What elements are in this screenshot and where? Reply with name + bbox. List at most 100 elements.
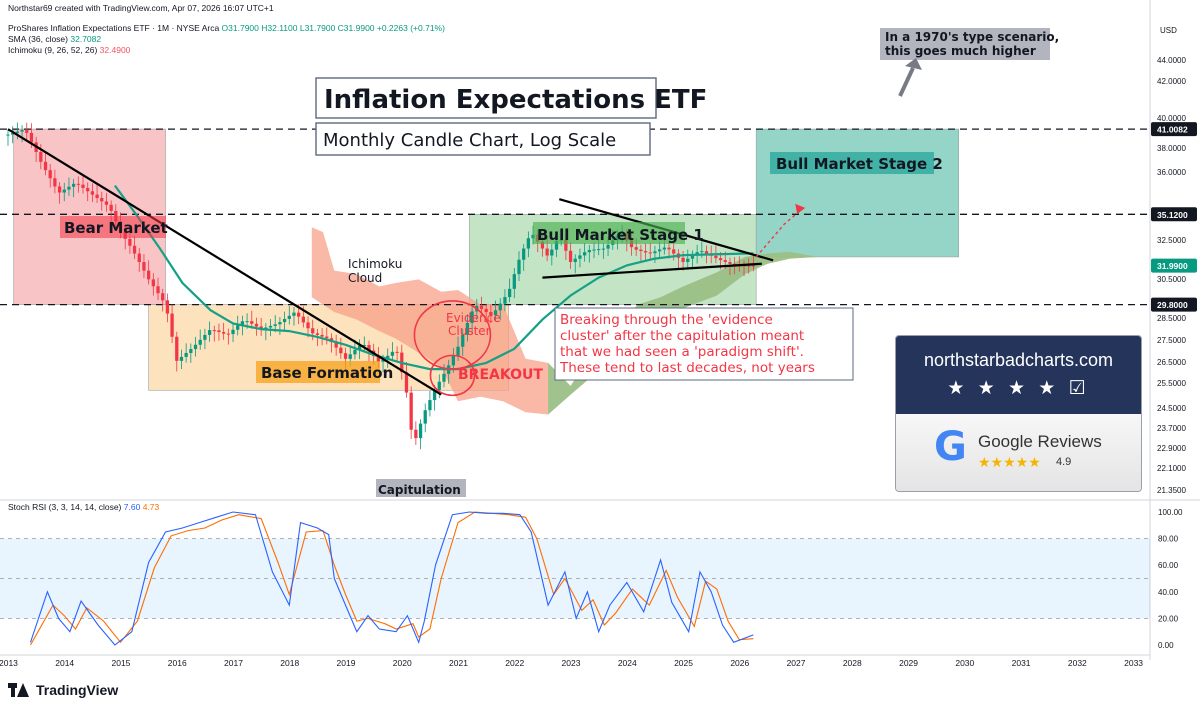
candle-body	[161, 293, 165, 301]
candle-body	[254, 323, 259, 327]
candle-body	[179, 356, 184, 361]
candle-body	[639, 249, 643, 252]
annotation-5: Cluster	[448, 324, 491, 338]
candle-body	[742, 265, 746, 267]
scenario-arrowhead	[905, 58, 922, 70]
candle-body	[217, 330, 221, 333]
candle-body	[203, 334, 207, 340]
capitulation-label-bg	[376, 479, 466, 497]
candle-body	[334, 342, 338, 348]
bull2-label-bg	[770, 152, 934, 174]
trendline-0	[7, 128, 442, 396]
evidence-circle-0	[413, 300, 492, 370]
rsi-legend[interactable]: Stoch RSI (3, 3, 14, 14, close) 7.60 4.7…	[8, 502, 159, 513]
rsi-tick: 20.00	[1158, 614, 1179, 623]
year-tick: 2020	[393, 658, 412, 668]
candle-body	[287, 315, 291, 319]
ichimoku-legend[interactable]: Ichimoku (9, 26, 52, 26) 32.4900	[8, 45, 130, 56]
candle-body	[597, 249, 601, 251]
candle-body	[151, 279, 155, 287]
year-tick: 2019	[337, 658, 356, 668]
price-tick: 25.5000	[1157, 379, 1186, 388]
review-badge: northstarbadcharts.com ★ ★ ★ ★ ☑ G Googl…	[895, 335, 1142, 492]
price-tick: 27.5000	[1157, 336, 1186, 345]
candle-body	[437, 381, 441, 391]
candle-body	[132, 245, 137, 254]
annotation-9: Bull Market Stage 2	[776, 155, 943, 173]
price-tick: 21.3500	[1157, 486, 1186, 495]
chart-subtitle: Monthly Candle Chart, Log Scale	[323, 130, 616, 151]
candle-body	[25, 130, 29, 133]
candle-body	[690, 255, 695, 259]
candle-body	[409, 392, 413, 430]
annotation-2: Cloud	[348, 271, 382, 285]
bear-label-bg	[60, 216, 166, 238]
rsi-k-line	[29, 511, 754, 646]
candle-body	[404, 372, 409, 393]
candle-body	[353, 349, 357, 355]
price-tick: 24.5000	[1157, 404, 1186, 413]
year-tick: 2028	[843, 658, 862, 668]
sma-value: 32.7082	[70, 34, 102, 44]
sma-label: SMA (36, close)	[8, 34, 68, 44]
annotation-4: Evidence	[446, 311, 501, 325]
google-icon: G	[934, 424, 967, 470]
candle-body	[278, 322, 282, 325]
google-reviews-label: Google Reviews	[978, 432, 1102, 451]
candle-body	[226, 333, 230, 335]
candle-body	[339, 347, 343, 354]
candle-body	[728, 262, 732, 264]
annotation-3: Base Formation	[261, 364, 393, 382]
price-tag-1: 35.1200	[1157, 210, 1188, 220]
candle-body	[479, 305, 484, 309]
candle-body	[493, 310, 498, 316]
candle-body	[432, 390, 437, 401]
candle-body	[465, 322, 470, 335]
symbol-name: ProShares Inflation Expectations ETF · 1…	[8, 23, 220, 33]
candle-body	[104, 201, 109, 205]
candle-body	[259, 326, 263, 330]
candle-body	[193, 344, 198, 350]
ohlc-values: O31.7900 H32.1100 L31.7900 C31.9900 +0.2…	[221, 23, 445, 33]
candle-body	[704, 251, 709, 254]
candle-body	[428, 400, 432, 411]
sma-legend[interactable]: SMA (36, close) 32.7082	[8, 34, 101, 45]
candle-body	[57, 186, 62, 193]
candle-body	[6, 134, 10, 136]
year-tick: 2031	[1012, 658, 1031, 668]
base-label-bg	[256, 361, 380, 383]
candle-body	[39, 152, 43, 162]
candle-body	[273, 324, 277, 326]
rsi-k-value: 7.60	[123, 502, 141, 512]
candle-body	[282, 318, 287, 323]
scenario-arrow-shaft	[898, 67, 915, 97]
candle-body	[526, 238, 531, 249]
candle-body	[751, 265, 756, 267]
candle-body	[146, 270, 151, 280]
price-tick: 36.0000	[1157, 168, 1186, 177]
candle-body	[592, 249, 596, 251]
chart-title: Inflation Expectations ETF	[324, 85, 707, 115]
candle-body	[184, 352, 188, 357]
candle-body	[498, 303, 502, 311]
price-tick: 32.5000	[1157, 236, 1186, 245]
rsi-tick: 40.00	[1158, 588, 1179, 597]
tradingview-brand[interactable]: TradingView	[8, 682, 118, 698]
candle-body	[128, 238, 132, 246]
year-tick: 2026	[730, 658, 749, 668]
candle-body	[165, 300, 170, 314]
candle-body	[236, 325, 240, 330]
candle-body	[48, 170, 52, 179]
rsi-tick: 0.00	[1158, 641, 1174, 650]
rsi-d-line	[30, 511, 754, 646]
candle-body	[250, 321, 254, 324]
candle-body	[264, 327, 268, 330]
axis-currency: USD	[1160, 26, 1177, 35]
ichimoku-value: 32.4900	[99, 45, 131, 55]
annotation-13: These tend to last decades, not years	[559, 360, 815, 376]
rsi-tick: 80.00	[1158, 535, 1179, 544]
trendline-2	[542, 262, 762, 279]
title-box	[315, 77, 657, 119]
candle-body	[634, 247, 638, 250]
